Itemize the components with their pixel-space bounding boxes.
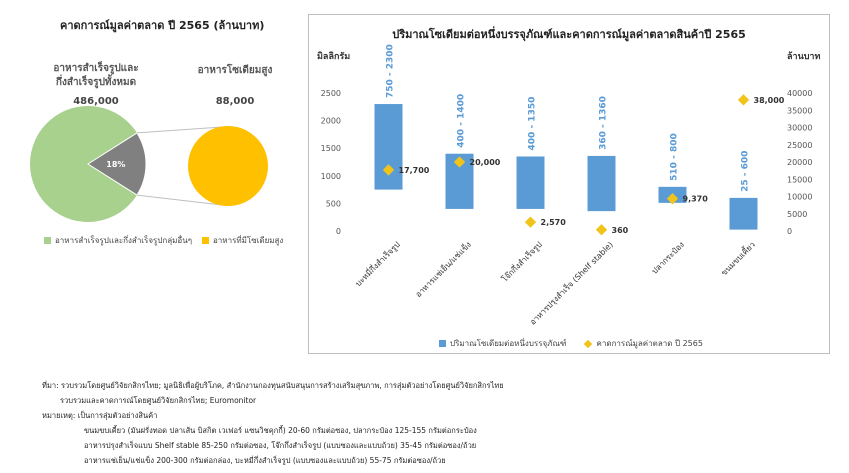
chart-legend: ปริมาณโซเดียมต่อหนึ่งบรรจุภัณฑ์ คาดการณ์… — [439, 337, 703, 350]
legend-swatch-others — [44, 237, 51, 244]
pie-connector-top — [136, 126, 223, 134]
legend-label-sodium: ปริมาณโซเดียมต่อหนึ่งบรรจุภัณฑ์ — [450, 339, 567, 348]
left-chart-title: คาดการณ์มูลค่าตลาด ปี 2565 (ล้านบาท) — [60, 19, 265, 32]
y-tick-label: 1500 — [321, 144, 341, 153]
sodium-range-bar — [587, 155, 616, 212]
sodium-range-bar — [729, 197, 758, 230]
y2-tick-label: 30000 — [787, 124, 812, 133]
legend-label-high-sodium: อาหารที่มีโซเดียมสูง — [213, 236, 284, 245]
x-tick-label: อาหารปรุงสำเร็จ (Shelf stable) — [528, 239, 615, 326]
y2-tick-label: 0 — [787, 227, 792, 236]
x-tick-label: อาหารแช่เย็น/แช่แข็ง — [413, 239, 473, 299]
category-value-sodium: 88,000 — [215, 96, 255, 107]
y-tick-label: 500 — [326, 199, 341, 208]
note-remark-frozen: อาหารแช่เย็น/แช่แข็ง 200-300 กรัมต่อกล่อ… — [84, 456, 446, 465]
x-tick-label: บะหมี่กึ่งสำเร็จรูป — [352, 239, 402, 289]
sodium-range-bar — [374, 104, 403, 190]
note-remark: หมายเหตุ: เป็นการสุ่มตัวอย่างสินค้า — [42, 411, 158, 420]
y2-tick-label: 10000 — [787, 193, 812, 202]
y2-tick-label: 20000 — [787, 158, 812, 167]
y-tick-label: 2000 — [321, 117, 341, 126]
market-value-label: 38,000 — [754, 96, 785, 105]
market-value-point — [737, 94, 750, 106]
legend-marker-market-value — [583, 339, 592, 348]
market-value-label: 9,370 — [683, 195, 709, 204]
secondary-pie-high-sodium — [188, 126, 268, 206]
y2-tick-label: 35000 — [787, 106, 812, 115]
pie-connector-bottom — [136, 194, 223, 206]
y2-tick-label: 5000 — [787, 210, 807, 219]
legend-label-market-value: คาดการณ์มูลค่าตลาด ปี 2565 — [596, 339, 703, 348]
left-chart-legend: อาหารสำเร็จรูปและกึ่งสำเร็จรูปกลุ่มอื่นๆ… — [44, 234, 283, 247]
sodium-range-label: 25 - 600 — [741, 151, 751, 192]
pie-of-pie-chart: 18% — [30, 106, 268, 222]
x-tick-label: ปลากระป๋อง — [650, 240, 686, 276]
market-value-label: 360 — [612, 226, 629, 235]
y2-tick-label: 25000 — [787, 141, 812, 150]
note-source: ที่มา: รวบรวมโดยศูนย์วิจัยกสิกรไทย; มูลน… — [42, 381, 504, 390]
y-axis-label: มิลลิกรัม — [317, 52, 351, 62]
note-remark-snacks: ขนมขบเคี้ยว (มันฝรั่งทอด ปลาเส้น บิสกิต … — [84, 426, 477, 435]
pie-slice-others — [30, 106, 137, 222]
sodium-range-label: 400 - 1350 — [528, 97, 538, 151]
market-value-label: 17,700 — [399, 166, 430, 175]
market-value-point — [595, 224, 608, 236]
y-tick-label: 2500 — [321, 89, 341, 98]
market-value-label: 2,570 — [541, 218, 567, 227]
market-value-label: 20,000 — [470, 158, 501, 167]
category-label-total-line1: อาหารสำเร็จรูปและ — [53, 63, 139, 74]
category-label-total: อาหารสำเร็จรูปและ กึ่งสำเร็จรูปทั้งหมด — [26, 62, 166, 90]
sodium-range-label: 510 - 800 — [670, 133, 680, 181]
y2-axis-label: ล้านบาท — [787, 52, 821, 62]
pie-slice-high-sodium — [87, 132, 147, 196]
sodium-range-label: 360 - 1360 — [599, 96, 609, 150]
y2-tick-label: 15000 — [787, 175, 812, 184]
x-tick-label: ขนมขบเคี้ยว — [718, 239, 757, 278]
market-value-point — [524, 216, 537, 228]
category-label-sodium: อาหารโซเดียมสูง — [197, 65, 273, 76]
note-remark-shelf-stable: อาหารปรุงสำเร็จแบบ Shelf stable 85-250 ก… — [84, 441, 477, 450]
legend-swatch-high-sodium — [202, 237, 209, 244]
market-value-point — [453, 156, 466, 168]
sodium-range-label: 750 - 2300 — [386, 44, 396, 98]
category-label-total-line2: กึ่งสำเร็จรูปทั้งหมด — [55, 77, 137, 88]
chart-title: ปริมาณโซเดียมต่อหนึ่งบรรจุภัณฑ์และคาดการ… — [392, 28, 746, 41]
x-tick-label: โจ๊กกึ่งสำเร็จรูป — [499, 239, 545, 285]
y-tick-label: 0 — [336, 227, 341, 236]
source-notes: ที่มา: รวบรวมโดยศูนย์วิจัยกสิกรไทย; มูลน… — [42, 378, 504, 468]
legend-swatch-sodium — [439, 340, 446, 347]
y-tick-label: 1000 — [321, 172, 341, 181]
pie-slice-label: 18% — [106, 160, 125, 169]
sodium-chart-panel: ปริมาณโซเดียมต่อหนึ่งบรรจุภัณฑ์และคาดการ… — [308, 14, 830, 354]
sodium-range-label: 400 - 1400 — [457, 94, 467, 148]
market-value-point — [666, 193, 679, 205]
legend-label-others: อาหารสำเร็จรูปและกึ่งสำเร็จรูปกลุ่มอื่นๆ — [55, 236, 192, 245]
sodium-combo-chart: 0500100015002000250005000100001500020000… — [321, 44, 813, 327]
y2-tick-label: 40000 — [787, 89, 812, 98]
sodium-range-bar — [516, 156, 545, 209]
note-source-cont: รวบรวมและคาดการณ์โดยศูนย์วิจัยกสิกรไทย; … — [60, 396, 257, 405]
category-value-total: 486,000 — [73, 96, 119, 107]
